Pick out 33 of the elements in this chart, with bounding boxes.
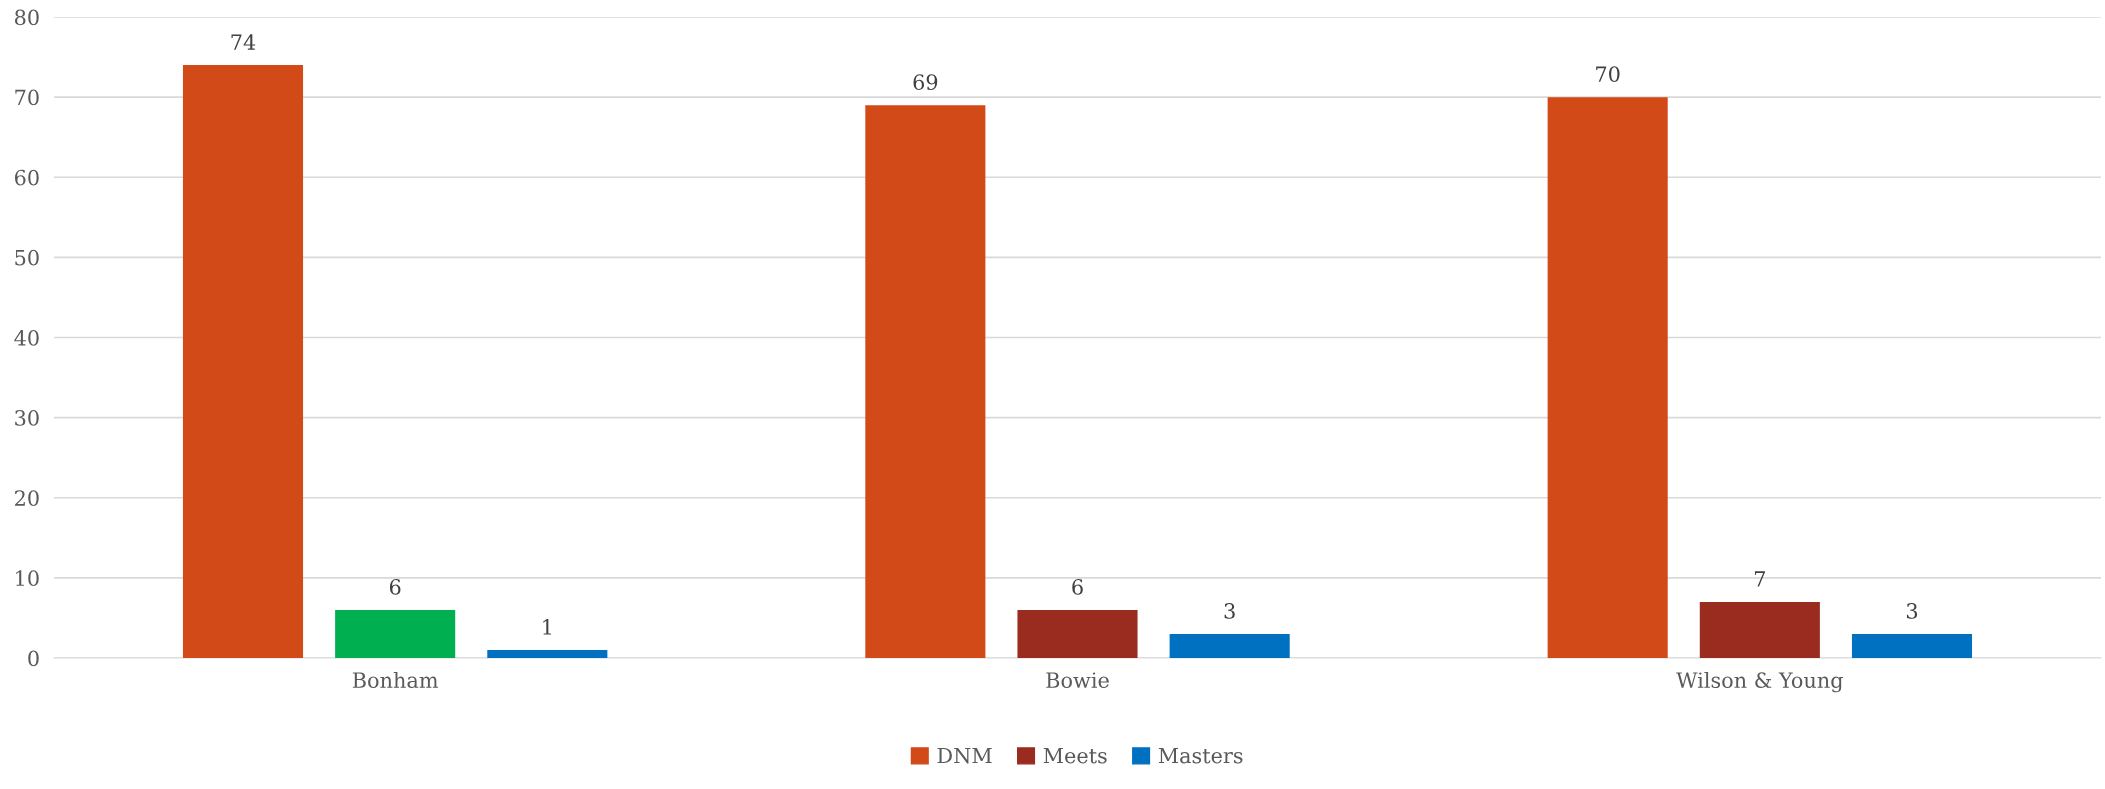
x-tick-label: Bowie	[1046, 672, 1109, 689]
y-tick-label: 10	[16, 570, 39, 587]
y-tick-label: 50	[15, 249, 39, 266]
data-label: 70	[1596, 66, 1620, 82]
data-label: 3	[1224, 603, 1235, 619]
bar	[487, 649, 608, 658]
bar	[182, 65, 304, 658]
bar	[335, 609, 456, 658]
data-label: 6	[1072, 579, 1083, 595]
bar	[1169, 633, 1290, 658]
data-label: 69	[913, 74, 938, 90]
data-label: 74	[231, 34, 256, 50]
bar	[1547, 97, 1668, 658]
bar	[1851, 633, 1973, 658]
y-tick-label: 20	[15, 490, 39, 506]
x-tick-label: Bonham	[352, 671, 439, 689]
data-label: 7	[1754, 571, 1765, 587]
y-tick-label: 60	[14, 169, 39, 186]
y-tick-label: 80	[14, 9, 39, 26]
legend-label: Masters	[1158, 747, 1243, 764]
data-label: 6	[389, 579, 401, 595]
bar	[1017, 609, 1138, 658]
bar	[865, 105, 986, 658]
y-tick-label: 40	[14, 329, 39, 346]
y-tick-label: 70	[15, 89, 39, 106]
legend-label: DNM	[937, 747, 992, 764]
data-label: 3	[1906, 603, 1918, 619]
y-tick-label: 0	[28, 650, 39, 667]
x-tick-label: Wilson & Young	[1676, 671, 1843, 693]
data-label: 1	[543, 619, 551, 635]
bar	[1699, 601, 1820, 658]
legend-label: Meets	[1043, 747, 1107, 764]
y-tick-label: 30	[15, 410, 39, 426]
